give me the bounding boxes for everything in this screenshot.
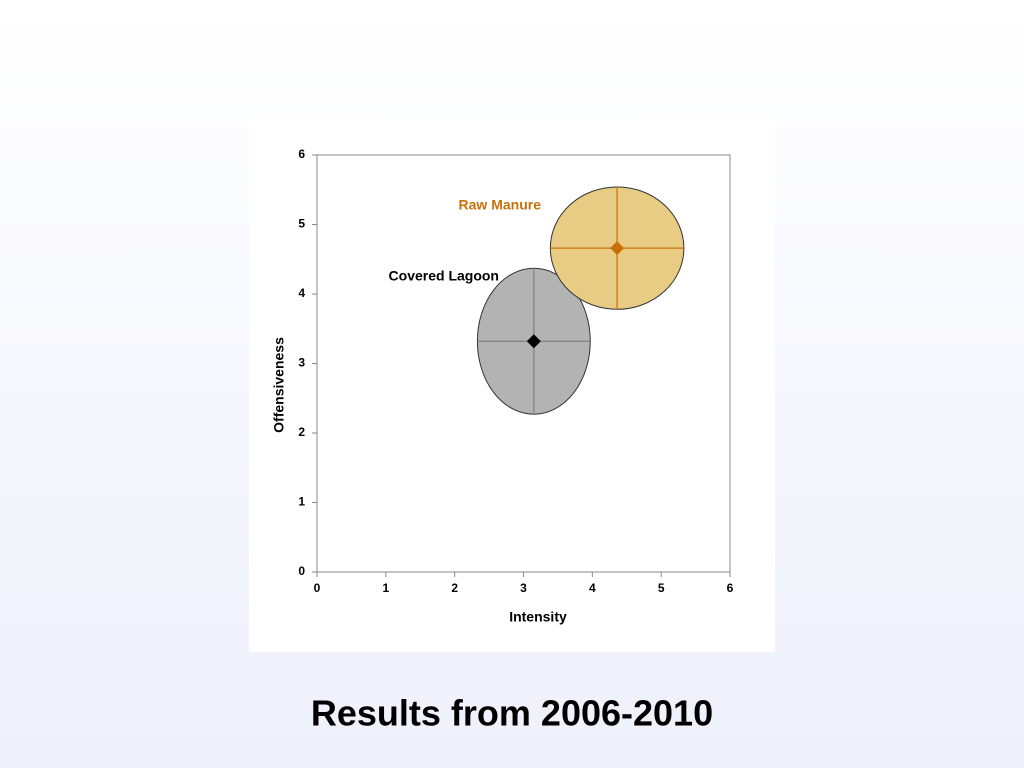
y-tick-label: 1 [298, 495, 305, 509]
y-tick-label: 6 [298, 147, 305, 161]
slide-title: Results from 2006-2010 [311, 693, 713, 734]
y-tick-label: 4 [298, 286, 305, 300]
y-tick-label: 2 [298, 425, 305, 439]
y-tick-label: 3 [298, 356, 305, 370]
y-tick-label: 5 [298, 217, 305, 231]
series-label: Covered Lagoon [389, 268, 499, 284]
series-label: Raw Manure [459, 197, 542, 213]
x-tick-label: 6 [727, 581, 734, 595]
x-tick-label: 1 [382, 581, 389, 595]
y-axis-label: Offensiveness [271, 337, 287, 433]
x-tick-label: 0 [314, 581, 321, 595]
x-tick-label: 5 [658, 581, 665, 595]
x-tick-label: 4 [589, 581, 596, 595]
x-axis-label: Intensity [509, 609, 567, 625]
x-tick-label: 3 [520, 581, 527, 595]
point [610, 241, 625, 256]
point [526, 334, 541, 349]
y-tick-label: 0 [298, 564, 305, 578]
x-tick-label: 2 [451, 581, 458, 595]
